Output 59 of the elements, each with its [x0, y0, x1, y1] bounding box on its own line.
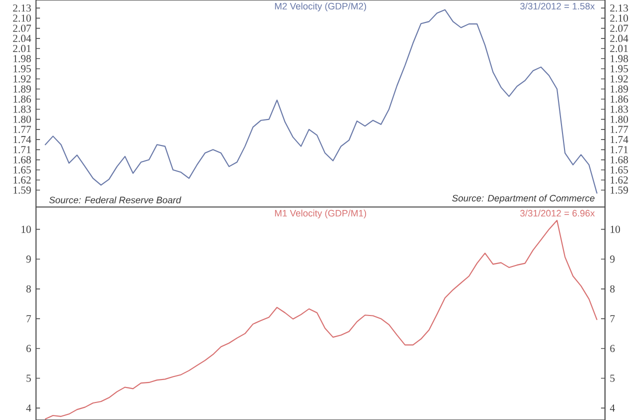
- y2-tick-label: 1.59: [610, 186, 628, 194]
- y-tick-label: 1.92: [14, 75, 31, 82]
- y-tick-label: 7: [26, 315, 31, 322]
- y2-tick-label: 5: [610, 374, 615, 382]
- y2-tick-label: 2.13: [610, 4, 628, 12]
- y2-tick-label: 1.80: [610, 116, 628, 123]
- y-tick-label: 5: [26, 374, 31, 382]
- annotation: 3/31/2012 = 6.96x: [520, 210, 595, 217]
- chart-title: M2 Velocity (GDP/M2): [275, 2, 366, 12]
- y-tick-label: 1.59: [14, 186, 31, 194]
- chart-title: M1 Velocity (GDP/M1): [275, 210, 366, 218]
- y-tick-label: 1.86: [14, 95, 31, 103]
- y-tick-label: 2.13: [13, 4, 31, 12]
- y-tick-label: 1.95: [14, 65, 31, 72]
- y-tick-label: 1.74: [14, 136, 32, 144]
- y-tick-label: 1.77: [14, 126, 31, 134]
- y-tick-label: 2.10: [13, 14, 31, 22]
- y2-tick-label: 9: [610, 256, 615, 263]
- y2-tick-label: 2.07: [610, 24, 628, 32]
- y2-tick-label: 1.74: [610, 136, 628, 144]
- y-tick-label: 1.68: [14, 156, 31, 164]
- y2-tick-label: 7: [610, 315, 615, 322]
- y-tick-label: 1.71: [14, 146, 31, 154]
- y2-tick-label: 1.89: [610, 85, 628, 93]
- y-tick-label: 1.98: [14, 55, 31, 62]
- y2-tick-label: 1.98: [610, 55, 628, 62]
- annotation: Source: Department of Commerce: [452, 194, 594, 204]
- y-tick-label: 1.65: [14, 166, 31, 174]
- line-series: [44, 220, 598, 420]
- y2-tick-label: 1.92: [610, 75, 628, 82]
- y2-tick-label: 1.86: [610, 95, 628, 103]
- y2-tick-label: 2.10: [610, 14, 628, 22]
- y-tick-label: 10: [22, 226, 31, 233]
- y-tick-label: 1.83: [14, 106, 31, 113]
- y2-tick-label: 10: [610, 226, 620, 233]
- y2-tick-label: 4: [610, 404, 615, 412]
- y2-tick-label: 1.83: [610, 106, 628, 113]
- y-tick-label: 9: [26, 256, 31, 263]
- y2-tick-label: 1.95: [610, 65, 628, 72]
- y-tick-label: 1.62: [14, 176, 31, 184]
- y-tick-label: 2.07: [13, 24, 31, 32]
- y2-tick-label: 1.71: [610, 146, 628, 154]
- y-tick-label: 2.01: [13, 44, 31, 52]
- y2-tick-label: 2.01: [610, 44, 628, 52]
- y-tick-label: 8: [26, 285, 31, 293]
- y-tick-label: 1.89: [14, 85, 31, 93]
- y2-tick-label: 2.04: [610, 34, 628, 42]
- y2-tick-label: 6: [610, 344, 615, 352]
- y-tick-label: 6: [26, 344, 31, 352]
- y-tick-label: 2.04: [13, 34, 32, 42]
- y2-tick-label: 8: [610, 285, 615, 293]
- y2-tick-label: 1.65: [610, 166, 628, 174]
- y-tick-label: 1.80: [14, 116, 31, 123]
- y2-tick-label: 1.77: [610, 126, 628, 134]
- y2-tick-label: 1.62: [610, 176, 628, 184]
- annotation: Source: Federal Reserve Board: [49, 196, 182, 204]
- annotation: 3/31/2012 = 1.58x: [520, 2, 595, 10]
- y-tick-label: 4: [26, 404, 32, 412]
- y2-tick-label: 1.68: [610, 156, 628, 164]
